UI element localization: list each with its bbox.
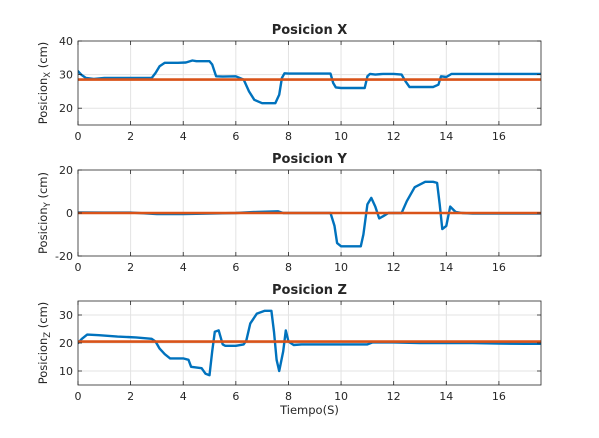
y-tick-label: 20 <box>59 102 73 115</box>
y-axis-label: PosicionX (cm) <box>36 42 53 125</box>
x-tick-label: 10 <box>334 261 348 274</box>
y-tick-label: 30 <box>59 69 73 82</box>
measured-series-line <box>78 59 541 105</box>
x-tick-label: 12 <box>387 130 401 143</box>
y-axis-label-main: Posicion <box>36 338 50 385</box>
x-tick-label: 10 <box>334 390 348 403</box>
x-tick-label: 0 <box>75 261 82 274</box>
x-tick-label: 4 <box>180 261 187 274</box>
x-tick-label: 6 <box>232 390 239 403</box>
plot-title: Posicion X <box>272 23 348 38</box>
x-tick-label: 16 <box>492 261 506 274</box>
x-tick-label: 8 <box>285 390 292 403</box>
y-tick-label: 20 <box>59 164 73 177</box>
plot-area <box>78 41 541 125</box>
y-tick-label: 30 <box>59 309 73 322</box>
x-tick-label: 12 <box>387 261 401 274</box>
y-axis-label-main: Posicion <box>36 207 50 254</box>
x-tick-label: 2 <box>127 261 134 274</box>
y-tick-label: 20 <box>59 337 73 350</box>
y-tick-label: -20 <box>55 250 73 263</box>
y-tick-label: 0 <box>66 207 73 220</box>
x-tick-label: 2 <box>127 390 134 403</box>
y-axis-label-unit: (cm) <box>36 172 50 202</box>
x-tick-label: 10 <box>334 130 348 143</box>
x-tick-label: 6 <box>232 130 239 143</box>
x-tick-label: 12 <box>387 390 401 403</box>
y-axis-label-unit: (cm) <box>36 302 50 332</box>
y-tick-label: 40 <box>59 35 73 48</box>
y-axis-label-subscript: X <box>43 72 53 78</box>
x-tick-label: 8 <box>285 261 292 274</box>
x-tick-label: 0 <box>75 130 82 143</box>
x-tick-label: 4 <box>180 390 187 403</box>
x-tick-label: 16 <box>492 130 506 143</box>
y-axis-label-unit: (cm) <box>36 42 50 72</box>
y-axis-label-main: Posicion <box>36 78 50 125</box>
y-axis-label: PosicionY (cm) <box>36 172 53 254</box>
plot-title: Posicion Z <box>272 283 347 298</box>
y-axis-label-subscript: Y <box>43 201 53 208</box>
x-tick-label: 6 <box>232 261 239 274</box>
x-tick-label: 4 <box>180 130 187 143</box>
x-tick-label: 16 <box>492 390 506 403</box>
x-tick-label: 2 <box>127 130 134 143</box>
x-tick-label: 8 <box>285 130 292 143</box>
x-tick-label: 14 <box>439 130 453 143</box>
x-tick-label: 14 <box>439 261 453 274</box>
plot-title: Posicion Y <box>272 152 348 167</box>
y-axis-label: PosicionZ (cm) <box>36 302 53 385</box>
axes-box <box>77 40 542 126</box>
x-axis-label: Tiempo(S) <box>279 403 339 417</box>
y-tick-label: 10 <box>59 365 73 378</box>
x-tick-label: 14 <box>439 390 453 403</box>
y-axis-label-subscript: Z <box>43 332 53 338</box>
x-tick-label: 0 <box>75 390 82 403</box>
